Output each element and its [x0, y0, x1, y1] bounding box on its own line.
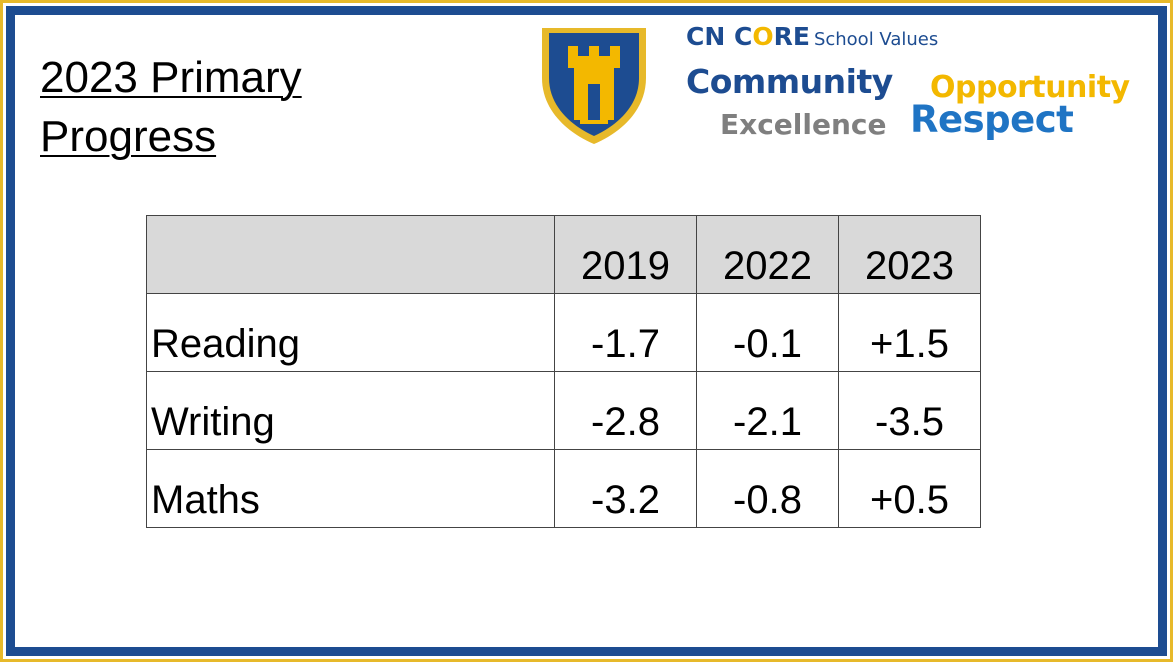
value-respect: Respect [910, 98, 1074, 141]
table-row: Writing -2.8 -2.1 -3.5 [146, 371, 981, 450]
table-cell: -0.8 [696, 449, 839, 528]
table-cell: +0.5 [838, 449, 981, 528]
table-row: Maths -3.2 -0.8 +0.5 [146, 449, 981, 528]
header-cell-2022: 2022 [696, 215, 839, 294]
progress-table: 2019 2022 2023 Reading -1.7 -0.1 +1.5 Wr… [146, 215, 981, 528]
row-label-writing: Writing [146, 371, 555, 450]
value-community: Community [686, 62, 893, 101]
table-cell: -3.5 [838, 371, 981, 450]
values-header-re: RE [773, 22, 810, 51]
values-header-subtitle: School Values [813, 29, 939, 50]
values-header-c: C [733, 22, 753, 51]
page-title: 2023 Primary Progress [40, 48, 302, 166]
value-opportunity: Opportunity [930, 70, 1130, 105]
title-line-2: Progress [40, 112, 217, 161]
row-label-reading: Reading [146, 293, 555, 372]
table-row: Reading -1.7 -0.1 +1.5 [146, 293, 981, 372]
value-excellence: Excellence [720, 108, 887, 141]
table-cell: +1.5 [838, 293, 981, 372]
table-header-row: 2019 2022 2023 [146, 215, 981, 294]
table-cell: -1.7 [554, 293, 697, 372]
table-cell: -0.1 [696, 293, 839, 372]
values-header-o: O [752, 22, 774, 51]
title-line-1: 2023 Primary [40, 53, 302, 102]
table-cell: -2.8 [554, 371, 697, 450]
row-label-maths: Maths [146, 449, 555, 528]
castle-shield-crest-icon [542, 28, 646, 144]
header-cell-2019: 2019 [554, 215, 697, 294]
header-cell-2023: 2023 [838, 215, 981, 294]
table-cell: -2.1 [696, 371, 839, 450]
values-header: CN CORE School Values [686, 22, 938, 51]
table-cell: -3.2 [554, 449, 697, 528]
header-cell-subject [146, 215, 555, 294]
values-header-cn: CN [686, 22, 734, 51]
